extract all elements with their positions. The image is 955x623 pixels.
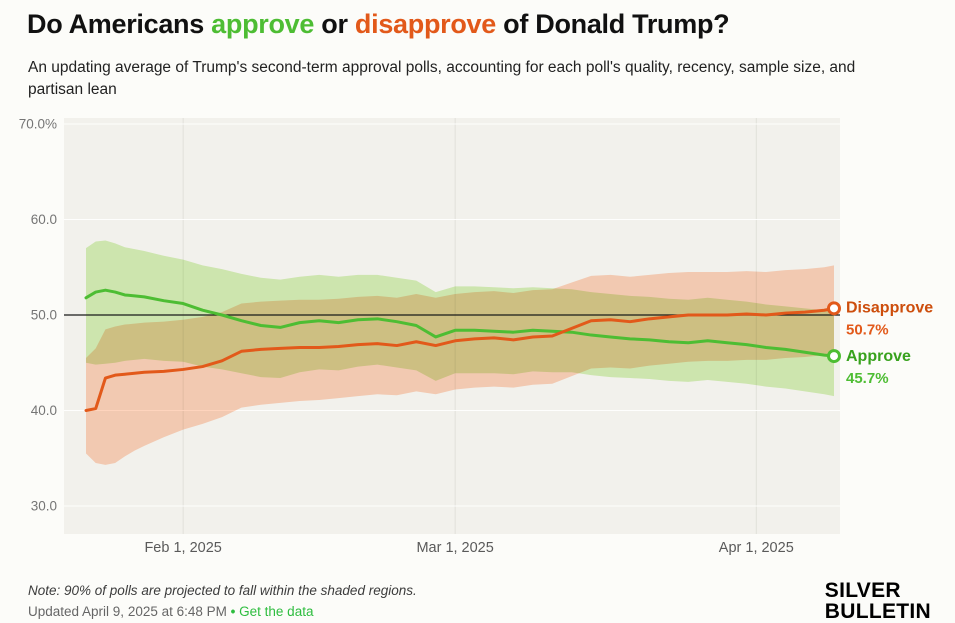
chart-subtitle: An updating average of Trump's second-te… [28, 59, 856, 98]
y-tick-label: 70.0% [19, 117, 57, 132]
page-title: Do Americans approve or disapprove of Do… [27, 8, 937, 40]
disapprove-end-marker [827, 301, 841, 316]
y-tick-label: 50.0 [31, 308, 57, 323]
disapprove-end-label: Disapprove [846, 299, 933, 316]
y-tick-label: 40.0 [31, 403, 57, 418]
plot-layers: 70.0% 60.0 50.0 40.0 30.0 Feb 1, 2025 Mar 1, 2… [19, 117, 841, 556]
approve-end-marker [827, 349, 841, 364]
logo-line-2: BULLETIN [824, 599, 931, 623]
y-tick-label: 30.0 [31, 499, 57, 514]
logo-line-1: SILVER [824, 579, 901, 602]
updated-timestamp: Updated April 9, 2025 at 6:48 PM [28, 604, 227, 619]
disapprove-end-value: 50.7% [846, 321, 889, 338]
x-tick-label: Mar 1, 2025 [416, 540, 493, 556]
approve-end-label: Approve [846, 348, 911, 365]
title-part: Do Americans [27, 9, 212, 39]
title-part: disapprove [354, 9, 496, 39]
approve-end-value: 45.7% [846, 370, 889, 387]
title-part: of Donald Trump? [495, 9, 730, 39]
approval-chart: 70.0% 60.0 50.0 40.0 30.0 Feb 1, 2025 Mar 1, 2… [19, 117, 934, 557]
title-part: approve [211, 9, 315, 39]
updated-line: Updated April 9, 2025 at 6:48 PM • Get t… [28, 604, 313, 619]
silver-bulletin-logo: SILVER BULLETIN [824, 579, 931, 623]
end-labels: Disapprove 50.7% Approve 45.7% [846, 299, 933, 387]
y-tick-label: 60.0 [31, 212, 57, 227]
x-tick-label: Apr 1, 2025 [719, 540, 794, 556]
disapprove-line [84, 306, 836, 412]
title-part: or [314, 9, 355, 39]
x-tick-label: Feb 1, 2025 [144, 540, 221, 556]
separator-bullet: • [230, 604, 236, 619]
get-the-data-link[interactable]: Get the data [239, 604, 314, 619]
chart-note: Note: 90% of polls are projected to fall… [28, 583, 417, 598]
approve-line [84, 288, 836, 358]
